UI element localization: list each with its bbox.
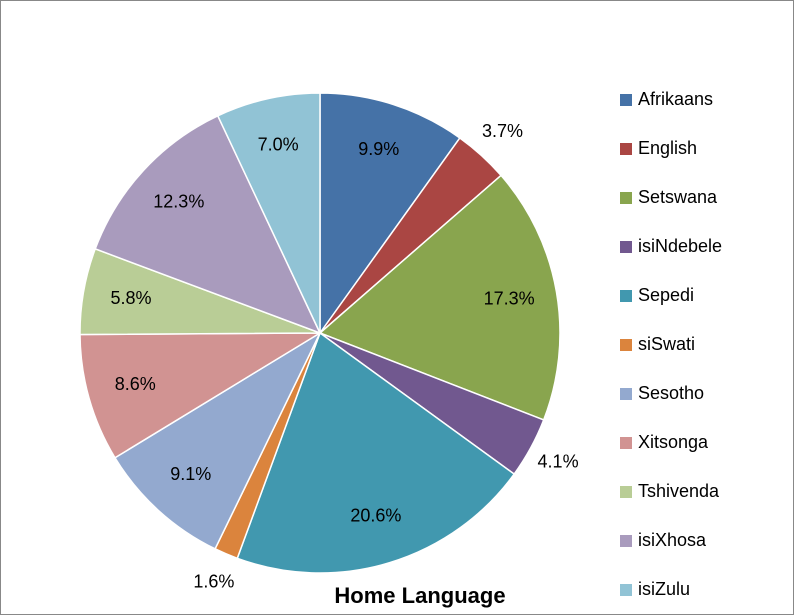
legend-label: siSwati (638, 334, 695, 354)
slice-label: 7.0% (258, 134, 299, 154)
pie-slice (113, 331, 322, 550)
slice-label: 17.3% (484, 289, 535, 309)
slice-label: 9.9% (358, 139, 399, 159)
legend-swatch (620, 584, 632, 596)
legend-swatch (620, 143, 632, 155)
legend-label: Xitsonga (638, 432, 709, 452)
slice-label: 3.7% (482, 121, 523, 141)
legend-label: isiZulu (638, 579, 690, 599)
legend-swatch (620, 241, 632, 253)
legend-label: Sesotho (638, 383, 704, 403)
legend-swatch (620, 94, 632, 106)
chart-title: Home Language (334, 583, 505, 608)
pie-slice (318, 174, 561, 421)
pie-slice (236, 331, 516, 574)
pie-slice (216, 92, 321, 334)
slice-label: 9.1% (170, 464, 211, 484)
pie-slice (79, 332, 323, 459)
slice-label: 1.6% (193, 571, 234, 591)
legend-label: Afrikaans (638, 89, 713, 109)
legend-label: Setswana (638, 187, 718, 207)
legend-swatch (620, 290, 632, 302)
pie-slice (319, 92, 461, 336)
legend-swatch (620, 437, 632, 449)
legend-label: isiXhosa (638, 530, 707, 550)
legend-swatch (620, 192, 632, 204)
legend-swatch (620, 388, 632, 400)
slice-label: 8.6% (115, 374, 156, 394)
legend-swatch (620, 486, 632, 498)
pie-slice (94, 114, 322, 335)
legend-label: English (638, 138, 697, 158)
legend-label: Tshivenda (638, 481, 720, 501)
legend-swatch (620, 339, 632, 351)
slice-label: 12.3% (153, 192, 204, 212)
legend-label: isiNdebele (638, 236, 722, 256)
slice-label: 20.6% (350, 505, 401, 525)
legend-swatch (620, 535, 632, 547)
legend-label: Sepedi (638, 285, 694, 305)
slice-label: 4.1% (538, 452, 579, 472)
slice-label: 5.8% (110, 288, 151, 308)
